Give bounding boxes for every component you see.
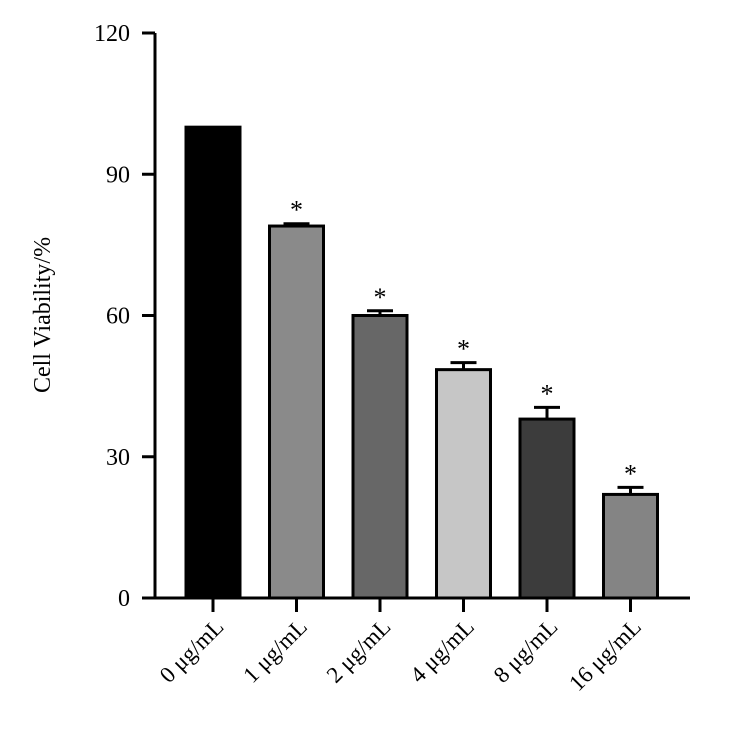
bar [268, 224, 325, 600]
bar [518, 417, 576, 600]
y-axis-title: Cell Viability/% [30, 237, 56, 393]
y-tick-label: 90 [106, 162, 130, 188]
y-tick-label: 120 [94, 21, 130, 47]
x-tick-label: 2 μg/mL [322, 614, 396, 688]
y-axis: 0 30 60 90 120 [94, 21, 157, 612]
x-tick-label: 0 μg/mL [155, 614, 229, 688]
y-tick-label: 60 [106, 304, 130, 330]
x-tick-label: 1 μg/mL [238, 614, 312, 688]
x-tick-label: 4 μg/mL [405, 614, 479, 688]
x-tick-label: 16 μg/mL [564, 614, 646, 696]
bar-series: * * * * * [184, 125, 659, 600]
significance-marker: * [624, 459, 637, 488]
y-tick-label: 0 [118, 586, 130, 612]
significance-marker: * [457, 335, 470, 364]
bar [184, 125, 242, 600]
bar [602, 492, 659, 600]
significance-marker: * [374, 283, 387, 312]
significance-marker: * [541, 379, 554, 408]
x-tick-label: 8 μg/mL [489, 614, 563, 688]
y-tick-label: 30 [106, 445, 130, 471]
bar [351, 314, 409, 600]
x-axis: 0 μg/mL 1 μg/mL 2 μg/mL 4 μg/mL 8 μg/mL 16 μg… [153, 596, 690, 696]
significance-marker: * [290, 196, 303, 225]
bar [435, 368, 492, 600]
